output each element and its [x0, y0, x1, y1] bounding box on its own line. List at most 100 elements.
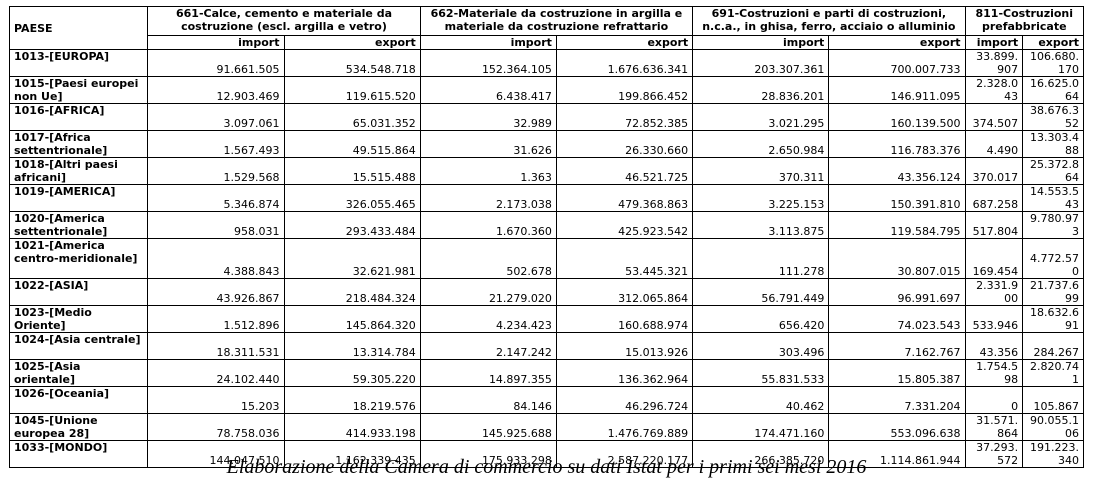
value-cell: 59.305.220 — [283, 359, 421, 387]
value-cell: 1.476.769.889 — [555, 413, 694, 441]
export-header-811: export — [1022, 35, 1084, 50]
value-cell: 1.754.598 — [964, 359, 1024, 387]
value-cell: 12.903.469 — [147, 76, 285, 104]
value-cell: 13.314.784 — [283, 332, 421, 360]
value-cell: 4.490 — [964, 130, 1024, 158]
value-cell: 43.356.124 — [828, 157, 966, 185]
table-row: 1013-[EUROPA] 91.661.505 534.548.718 152.36… — [8, 49, 1084, 77]
table-row: 1026-[Oceania] 15.203 18.219.576 84.146 46.2… — [8, 386, 1084, 414]
value-cell: 5.346.874 — [147, 184, 285, 212]
value-cell: 31.571.864 — [964, 413, 1024, 441]
table-body: 1013-[EUROPA] 91.661.505 534.548.718 152.36… — [8, 49, 1084, 468]
country-cell: 1026-[Oceania] — [8, 386, 149, 414]
value-cell: 90.055.106 — [1022, 413, 1084, 441]
value-cell: 1.114.861.944 — [828, 440, 966, 468]
value-cell: 534.548.718 — [283, 49, 421, 77]
value-cell: 21.737.699 — [1022, 278, 1084, 306]
value-cell: 116.783.376 — [828, 130, 966, 158]
table-row: 1017-[Africa settentrionale] 1.567.493 49.… — [8, 130, 1084, 158]
value-cell: 46.296.724 — [555, 386, 694, 414]
value-cell: 21.279.020 — [419, 278, 557, 306]
value-cell: 150.391.810 — [828, 184, 966, 212]
value-cell: 56.791.449 — [692, 278, 830, 306]
value-cell: 312.065.864 — [555, 278, 694, 306]
value-text: 191.223.340 — [1030, 441, 1079, 467]
value-text: 33.899.907 — [976, 50, 1019, 76]
value-cell: 700.007.733 — [828, 49, 966, 77]
value-cell: 4.234.423 — [419, 305, 557, 333]
value-text: 517.804 — [972, 225, 1019, 238]
value-cell: 174.471.160 — [692, 413, 830, 441]
value-cell: 3.097.061 — [147, 103, 285, 131]
group-header-662: 662-Materiale da costruzione in argilla … — [419, 6, 694, 36]
table-row: 1033-[MONDO] 144.047.510 1.162.339.435 175.… — [8, 440, 1084, 468]
value-cell: 49.515.864 — [283, 130, 421, 158]
source-caption: Elaborazione della Camera di commercio s… — [226, 456, 867, 478]
value-text: 169.454 — [972, 265, 1019, 278]
value-cell: 145.864.320 — [283, 305, 421, 333]
country-cell: 1025-[Asia orientale] — [8, 359, 149, 387]
country-cell: 1024-[Asia centrale] — [8, 332, 149, 360]
value-text: 1.754.598 — [976, 360, 1019, 386]
country-cell: 1023-[Medio Oriente] — [8, 305, 149, 333]
value-cell: 425.923.542 — [555, 211, 694, 239]
value-cell: 479.368.863 — [555, 184, 694, 212]
import-header-662: import — [419, 35, 557, 50]
value-cell: 656.420 — [692, 305, 830, 333]
country-cell: 1016-[AFRICA] — [8, 103, 149, 131]
value-cell: 32.621.981 — [283, 238, 421, 279]
value-text: 533.946 — [972, 319, 1019, 332]
value-text: 284.267 — [1033, 346, 1080, 359]
value-cell: 1.567.493 — [147, 130, 285, 158]
value-text: 4.490 — [986, 144, 1019, 157]
value-cell: 414.933.198 — [283, 413, 421, 441]
table-row: 1019-[AMERICA] 5.346.874 326.055.465 2.173.… — [8, 184, 1084, 212]
value-cell: 119.615.520 — [283, 76, 421, 104]
trade-table: PAESE 661-Calce, cemento e materiale da … — [8, 6, 1085, 468]
table-row: 1016-[AFRICA] 3.097.061 65.031.352 32.989 72… — [8, 103, 1084, 131]
value-cell: 4.388.843 — [147, 238, 285, 279]
value-cell: 3.021.295 — [692, 103, 830, 131]
value-cell: 43.926.867 — [147, 278, 285, 306]
value-text: 0 — [1011, 400, 1019, 413]
value-cell: 2.650.984 — [692, 130, 830, 158]
value-cell: 26.330.660 — [555, 130, 694, 158]
value-cell: 91.661.505 — [147, 49, 285, 77]
value-text: 21.737.699 — [1030, 279, 1079, 305]
value-text: 2.331.900 — [976, 279, 1019, 305]
import-header-661: import — [147, 35, 285, 50]
value-text: 687.258 — [972, 198, 1019, 211]
value-cell: 13.303.488 — [1022, 130, 1084, 158]
value-cell: 303.496 — [692, 332, 830, 360]
value-cell: 16.625.064 — [1022, 76, 1084, 104]
value-cell: 9.780.973 — [1022, 211, 1084, 239]
value-cell: 30.807.015 — [828, 238, 966, 279]
value-cell: 146.911.095 — [828, 76, 966, 104]
value-cell: 6.438.417 — [419, 76, 557, 104]
value-cell: 2.147.242 — [419, 332, 557, 360]
value-cell: 2.328.043 — [964, 76, 1024, 104]
value-text: 25.372.864 — [1030, 158, 1079, 184]
country-cell: 1019-[AMERICA] — [8, 184, 149, 212]
group-header-691: 691-Costruzioni e parti di costruzioni, … — [692, 6, 966, 36]
value-cell: 160.688.974 — [555, 305, 694, 333]
value-cell: 119.584.795 — [828, 211, 966, 239]
value-cell: 144.047.510 — [147, 440, 285, 468]
value-cell: 370.311 — [692, 157, 830, 185]
value-text: 370.017 — [972, 171, 1019, 184]
value-text: 106.680.170 — [1030, 50, 1079, 76]
value-cell: 2.331.900 — [964, 278, 1024, 306]
value-cell: 38.676.352 — [1022, 103, 1084, 131]
country-cell: 1013-[EUROPA] — [8, 49, 149, 77]
country-cell: 1022-[ASIA] — [8, 278, 149, 306]
table-row: 1018-[Altri paesi africani] 1.529.568 15.5… — [8, 157, 1084, 185]
value-cell: 15.203 — [147, 386, 285, 414]
country-cell: 1018-[Altri paesi africani] — [8, 157, 149, 185]
paese-header: PAESE — [8, 6, 149, 50]
value-cell: 55.831.533 — [692, 359, 830, 387]
value-cell: 175.933.298 — [419, 440, 557, 468]
value-cell: 203.307.361 — [692, 49, 830, 77]
group-header-811: 811-Costruzioni prefabbricate — [964, 6, 1085, 36]
country-cell: 1033-[MONDO] — [8, 440, 149, 468]
value-cell: 2.820.741 — [1022, 359, 1084, 387]
